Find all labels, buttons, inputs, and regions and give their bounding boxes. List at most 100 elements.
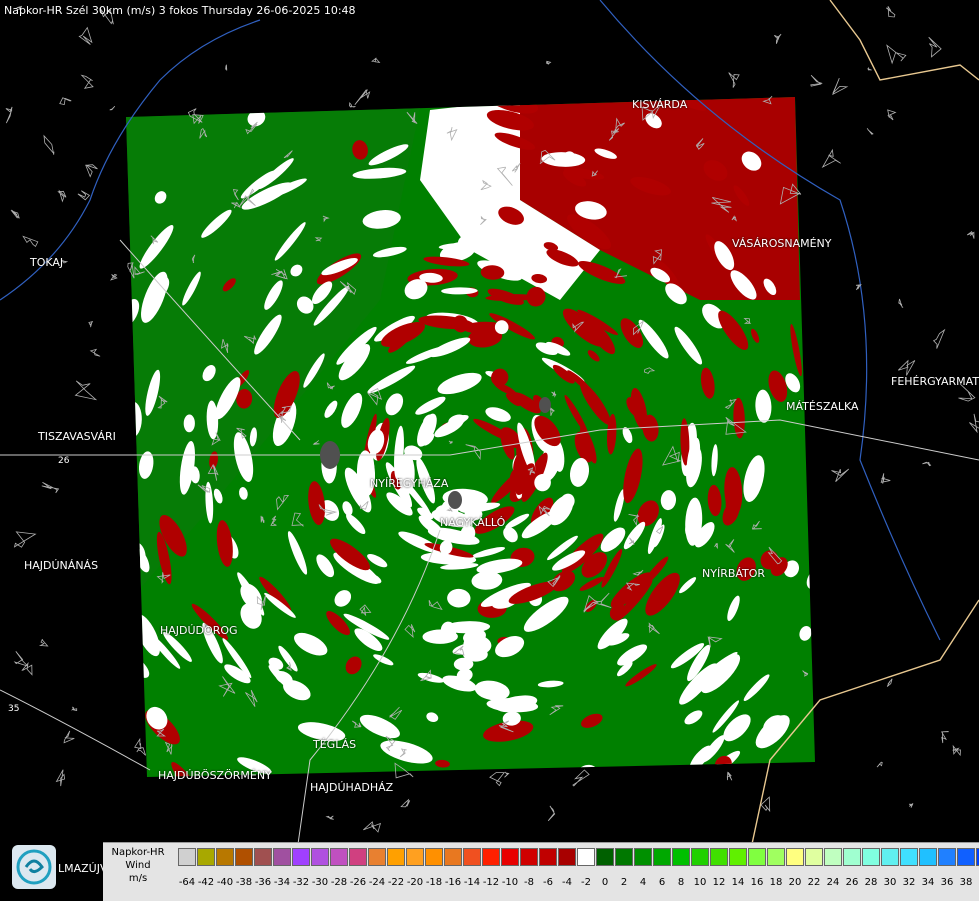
legend-swatch: [881, 848, 899, 866]
legend-tick-label: -42: [198, 877, 214, 888]
urban-area: [539, 397, 551, 413]
city-label: NYÍRBÁTOR: [702, 567, 765, 580]
legend-tick-label: -10: [502, 877, 518, 888]
legend-tick-label: 20: [789, 877, 802, 888]
city-label: HAJDÚBÖSZÖRMÉNY: [158, 769, 272, 782]
legend-tick-label: 22: [808, 877, 821, 888]
map-title: Napkor-HR Szél 30km (m/s) 3 fokos Thursd…: [4, 4, 356, 17]
legend-tick-label: 34: [922, 877, 935, 888]
legend-tick-label: -20: [407, 877, 423, 888]
legend-swatch: [520, 848, 538, 866]
legend-swatch: [767, 848, 785, 866]
legend-tick-label: -6: [543, 877, 553, 888]
city-label: HAJDÚHADHÁZ: [310, 781, 393, 794]
legend-swatch: [900, 848, 918, 866]
legend-swatch: [178, 848, 196, 866]
legend-swatch: [501, 848, 519, 866]
legend-swatch: [748, 848, 766, 866]
legend-tick-label: 10: [694, 877, 707, 888]
road-number: 26: [58, 456, 69, 466]
legend-swatch: [824, 848, 842, 866]
legend-swatch: [805, 848, 823, 866]
legend-swatch: [273, 848, 291, 866]
legend-swatch: [729, 848, 747, 866]
legend-swatch: [368, 848, 386, 866]
legend-tick-label: -26: [350, 877, 366, 888]
legend-tick-label: 8: [678, 877, 684, 888]
city-label: TOKAJ: [30, 256, 63, 269]
legend-swatch: [539, 848, 557, 866]
legend-tick-label: 2: [621, 877, 627, 888]
legend-swatch: [216, 848, 234, 866]
napkor-logo-icon: [12, 845, 56, 889]
urban-area: [448, 491, 462, 509]
legend-swatch: [862, 848, 880, 866]
legend-swatch: [786, 848, 804, 866]
legend-swatch: [406, 848, 424, 866]
legend-tick-label: -36: [255, 877, 271, 888]
legend-tick-label: -38: [236, 877, 252, 888]
legend-swatch: [330, 848, 348, 866]
legend-swatch: [577, 848, 595, 866]
legend-variable: Wind: [105, 859, 171, 872]
legend-tick-label: -30: [312, 877, 328, 888]
legend-tick-label: 14: [732, 877, 745, 888]
legend-tick-label: 0: [602, 877, 608, 888]
city-label: MÁTÉSZALKA: [786, 400, 859, 413]
legend-swatch: [425, 848, 443, 866]
legend-label: Napkor-HR Wind m/s: [105, 846, 171, 885]
legend-swatch: [615, 848, 633, 866]
city-label: TISZAVASVÁRI: [38, 430, 116, 443]
road: [0, 690, 150, 770]
country-border: [830, 0, 979, 80]
legend-swatch: [634, 848, 652, 866]
legend-tick-label: 36: [941, 877, 954, 888]
legend-tick-label: -64: [179, 877, 195, 888]
legend-swatch: [957, 848, 975, 866]
legend-swatch: [292, 848, 310, 866]
legend-tick-label: 12: [713, 877, 726, 888]
legend-tick-label: -18: [426, 877, 442, 888]
legend-swatch: [691, 848, 709, 866]
legend-tick-label: -8: [524, 877, 534, 888]
legend-tick-label: -40: [217, 877, 233, 888]
legend-swatch: [444, 848, 462, 866]
legend-tick-label: 38: [960, 877, 973, 888]
city-label: VÁSÁROSNAMÉNY: [732, 237, 831, 250]
city-label: TÉGLÁS: [313, 738, 356, 751]
legend-tick-label: 6: [659, 877, 665, 888]
legend-swatch: [710, 848, 728, 866]
legend-tick-label: -32: [293, 877, 309, 888]
legend-tick-label: 30: [884, 877, 897, 888]
legend-tick-label: 18: [770, 877, 783, 888]
legend-swatch: [938, 848, 956, 866]
legend-swatch: [197, 848, 215, 866]
city-label: FEHÉRGYARMAT: [891, 375, 979, 388]
legend-title: Napkor-HR: [105, 846, 171, 859]
legend-tick-label: -14: [464, 877, 480, 888]
city-label: NYÍREGYHÁZA: [370, 477, 448, 490]
urban-area: [320, 441, 340, 469]
legend-swatch: [843, 848, 861, 866]
legend-tick-label: 16: [751, 877, 764, 888]
legend-swatch: [235, 848, 253, 866]
legend-swatch: [672, 848, 690, 866]
city-label: NAGYKÁLLÓ: [440, 516, 505, 529]
legend-tick-label: 4: [640, 877, 646, 888]
legend-tick-label: -12: [483, 877, 499, 888]
legend-swatch: [349, 848, 367, 866]
legend-swatch: [653, 848, 671, 866]
city-label: HAJDÚNÁNÁS: [24, 559, 98, 572]
legend-swatch: [558, 848, 576, 866]
legend-tick-label: -4: [562, 877, 572, 888]
legend-swatch: [463, 848, 481, 866]
legend-tick-label: -28: [331, 877, 347, 888]
legend-swatch: [311, 848, 329, 866]
legend-tick-label: 26: [846, 877, 859, 888]
legend-tick-label: -34: [274, 877, 290, 888]
city-label: HAJDÚDOROG: [160, 624, 238, 637]
legend-swatch: [387, 848, 405, 866]
road-number: 35: [8, 704, 19, 714]
legend-swatch: [919, 848, 937, 866]
legend-tick-label: 32: [903, 877, 916, 888]
